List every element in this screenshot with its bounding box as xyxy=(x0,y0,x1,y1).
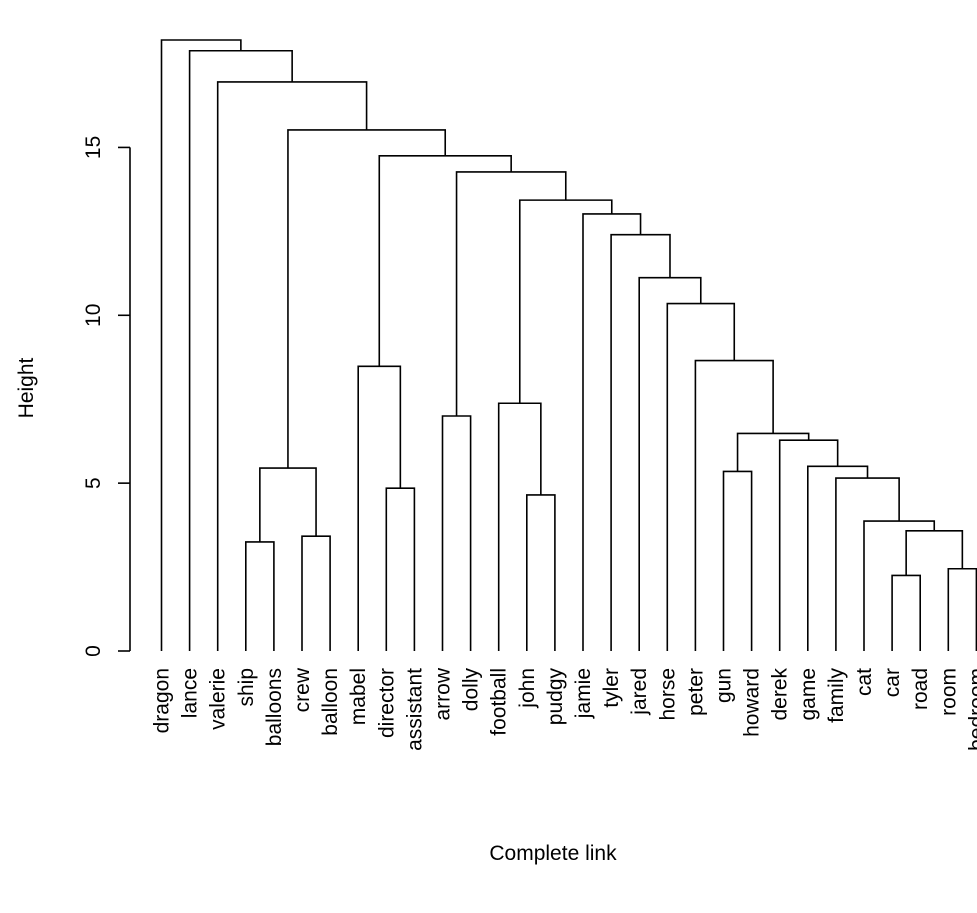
branch-m20 xyxy=(638,276,702,651)
y-tick-label-5: 5 xyxy=(82,477,105,489)
leaf-label-game: game xyxy=(797,668,820,721)
branch-m2 xyxy=(947,567,977,651)
branch-m14 xyxy=(736,432,810,472)
leaf-label-jamie: jamie xyxy=(572,668,595,719)
branch-m8 xyxy=(526,494,556,651)
leaf-label-pudgy: pudgy xyxy=(544,668,567,726)
branch-m18 xyxy=(694,359,774,651)
leaf-label-road: road xyxy=(909,668,932,710)
leaf-label-john: john xyxy=(516,668,539,709)
leaf-label-director: director xyxy=(375,668,398,738)
y-tick-label-0: 0 xyxy=(82,645,105,657)
leaf-label-dragon: dragon xyxy=(151,668,174,733)
branch-m21 xyxy=(610,233,671,651)
leaf-label-crew: crew xyxy=(291,667,314,712)
leaf-label-valerie: valerie xyxy=(207,668,230,730)
branch-m1 xyxy=(891,574,921,651)
leaf-label-bedroom: bedroom xyxy=(965,668,977,751)
branch-m17 xyxy=(357,365,402,651)
leaf-label-ship: ship xyxy=(235,668,258,707)
leaf-label-football: football xyxy=(488,668,511,736)
leaf-label-lance: lance xyxy=(179,668,202,718)
leaf-label-assistant: assistant xyxy=(403,668,426,751)
y-axis-title: Height xyxy=(15,357,38,418)
leaf-label-arrow: arrow xyxy=(432,667,455,720)
branch-m13 xyxy=(778,439,839,651)
leaf-label-family: family xyxy=(825,668,848,723)
leaf-label-room: room xyxy=(937,668,960,716)
branch-m19 xyxy=(666,302,736,651)
y-tick-label-10: 10 xyxy=(82,304,105,327)
branch-m25 xyxy=(378,155,512,367)
leaf-labels: dragon lance valerie ship balloons crew balloo… xyxy=(151,667,977,751)
branch-m7 xyxy=(385,487,416,651)
branch-m15 xyxy=(441,415,472,651)
y-axis: 0 5 10 15 xyxy=(82,136,131,657)
leaf-label-balloons: balloons xyxy=(263,668,286,746)
branch-m11 xyxy=(259,467,317,542)
dendrogram-branches xyxy=(160,39,977,651)
branch-m16 xyxy=(497,402,542,651)
leaf-label-gun: gun xyxy=(713,668,736,703)
branch-m3 xyxy=(245,541,275,651)
branch-m24 xyxy=(455,171,567,416)
y-tick-label-15: 15 xyxy=(82,136,105,159)
branch-m9 xyxy=(835,477,900,651)
leaf-label-dolly: dolly xyxy=(460,668,483,712)
leaf-label-peter: peter xyxy=(684,668,707,716)
branch-m10 xyxy=(722,470,753,651)
branch-m6 xyxy=(863,520,936,651)
branch-m4 xyxy=(301,535,331,651)
leaf-label-derek: derek xyxy=(769,668,792,721)
branch-m26 xyxy=(287,129,447,469)
leaf-label-cat: cat xyxy=(853,668,876,696)
branch-m29 xyxy=(160,39,242,651)
leaf-label-jared: jared xyxy=(628,668,651,716)
branch-m27 xyxy=(216,81,368,651)
leaf-label-balloon: balloon xyxy=(319,668,342,736)
leaf-label-horse: horse xyxy=(656,668,679,721)
leaf-label-mabel: mabel xyxy=(347,668,370,725)
leaf-label-car: car xyxy=(881,668,904,697)
leaf-label-howard: howard xyxy=(741,668,764,737)
x-axis-title: Complete link xyxy=(489,842,617,865)
branch-m28 xyxy=(188,49,293,651)
branch-m12 xyxy=(807,465,869,651)
branch-m23 xyxy=(518,199,613,404)
leaf-label-tyler: tyler xyxy=(600,668,623,708)
